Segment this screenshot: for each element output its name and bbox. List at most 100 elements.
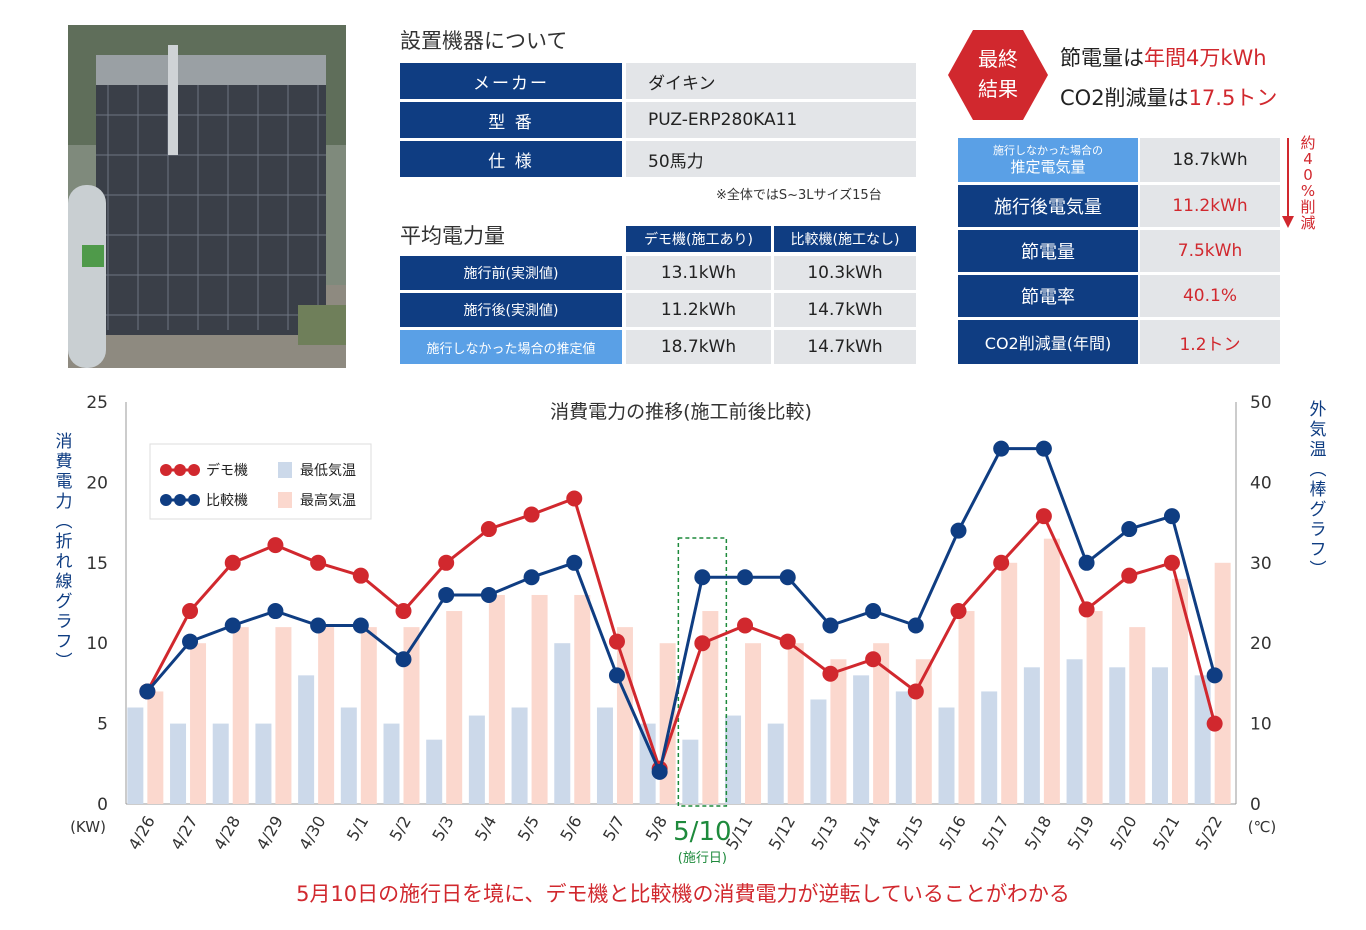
- bar-min-temp: [511, 707, 528, 804]
- badge-line1: 最終: [978, 47, 1018, 71]
- series-point: [1163, 554, 1180, 571]
- bar-max-temp: [1214, 562, 1231, 804]
- series-point: [224, 617, 241, 634]
- bar-min-temp: [981, 691, 998, 804]
- x-tick-label: 5/19: [1064, 813, 1098, 854]
- x-tick-label: 5/14: [850, 813, 884, 854]
- avg-col-header-comp: 比較機(施工なし): [774, 226, 916, 252]
- bar-max-temp: [147, 691, 164, 804]
- y-tick-label: 5: [97, 715, 108, 735]
- highlight-box-frame: [677, 537, 728, 807]
- device-note: ※全体ではS~3Lサイズ15台: [716, 188, 882, 203]
- legend-label: 最低気温: [300, 463, 356, 479]
- device-row-label: 型 番: [400, 102, 622, 138]
- x-tick-label: 4/26: [124, 813, 158, 854]
- bar-max-temp: [616, 627, 633, 804]
- series-point: [822, 665, 839, 682]
- series-point: [310, 617, 327, 634]
- series-point: [1035, 508, 1052, 525]
- x-tick-label-highlight: 5/10: [673, 817, 731, 847]
- series-point: [523, 569, 540, 586]
- device-row-value: PUZ-ERP280KA11: [626, 102, 916, 138]
- x-tick-label: 5/15: [893, 813, 927, 854]
- bar-max-temp: [190, 643, 207, 804]
- x-tick-label: 5/7: [599, 813, 628, 845]
- avg-row-before: 施行前(実測値) 13.1kWh 10.3kWh: [400, 256, 916, 290]
- final-line-co2-b: 17.5トン: [1188, 86, 1278, 110]
- final-badge-text: 最終 結果: [948, 44, 1048, 104]
- final-row-estimate: 施行しなかった場合の 推定電気量 18.7kWh: [958, 138, 1280, 182]
- x-tick-sublabel: (施行日): [678, 851, 727, 866]
- legend-bar-swatch: [278, 492, 292, 508]
- legend-dot: [160, 464, 172, 476]
- device-section-title: 設置機器について: [400, 29, 568, 53]
- final-row-value: 18.7kWh: [1140, 138, 1280, 182]
- y-tick-label: 25: [86, 393, 108, 413]
- series-point: [737, 617, 754, 634]
- series-point: [1121, 521, 1138, 538]
- series-point: [310, 554, 327, 571]
- bar-min-temp: [554, 643, 571, 804]
- x-tick-label: 5/17: [978, 813, 1012, 854]
- y2-tick-label: 40: [1250, 473, 1272, 493]
- bar-max-temp: [830, 659, 847, 804]
- bar-min-temp: [810, 699, 827, 804]
- bar-min-temp: [895, 691, 912, 804]
- bar-max-temp: [232, 627, 249, 804]
- x-tick-label: 5/21: [1149, 813, 1183, 854]
- final-row-saving: 節電量 7.5kWh: [958, 230, 1280, 272]
- legend-dot: [174, 464, 186, 476]
- final-row-label: 節電量: [958, 230, 1138, 272]
- series-point: [822, 617, 839, 634]
- y2-tick-label: 30: [1250, 554, 1272, 574]
- bar-min-temp: [255, 723, 272, 804]
- avg-row-after: 施行後(実測値) 11.2kWh 14.7kWh: [400, 293, 916, 327]
- legend-label: 比較機: [206, 493, 248, 509]
- final-line-co2: CO2削減量は17.5トン: [1060, 82, 1277, 112]
- series-point: [438, 586, 455, 603]
- series-point: [1121, 567, 1138, 584]
- bar-min-temp: [1066, 659, 1083, 804]
- final-row-value: 7.5kWh: [1140, 230, 1280, 272]
- series-point: [779, 569, 796, 586]
- bar-min-temp: [298, 675, 315, 804]
- bar-max-temp: [403, 627, 420, 804]
- y-tick-label: 15: [86, 554, 108, 574]
- series-point: [1206, 667, 1223, 684]
- x-tick-label: 5/3: [428, 813, 457, 845]
- x-tick-label: 5/6: [556, 813, 585, 845]
- final-row-label: 施行しなかった場合の 推定電気量: [958, 138, 1138, 182]
- bar-min-temp: [596, 707, 613, 804]
- bar-min-temp: [127, 707, 144, 804]
- x-tick-label: 5/8: [642, 813, 671, 845]
- y2-unit-label: (℃): [1248, 818, 1277, 836]
- series-point: [779, 633, 796, 650]
- legend-dot: [188, 494, 200, 506]
- bar-max-temp: [958, 611, 975, 804]
- bar-min-temp: [1151, 667, 1168, 804]
- x-tick-label: 5/5: [514, 813, 543, 845]
- device-row-label: メーカー: [400, 63, 622, 99]
- y2-tick-label: 50: [1250, 393, 1272, 413]
- bar-max-temp: [873, 643, 890, 804]
- device-row-maker: メーカー ダイキン: [400, 63, 916, 99]
- y2-tick-label: 0: [1250, 795, 1261, 815]
- bar-max-temp: [1171, 578, 1188, 804]
- avg-row-label: 施行後(実測値): [400, 293, 622, 327]
- device-row-spec: 仕 様 50馬力: [400, 141, 916, 177]
- final-row-after: 施行後電気量 11.2kWh: [958, 185, 1280, 227]
- bar-min-temp: [340, 707, 357, 804]
- avg-demo-value: 11.2kWh: [626, 293, 771, 327]
- bar-min-temp: [212, 723, 229, 804]
- series-point: [395, 651, 412, 668]
- legend-label: デモ機: [206, 462, 248, 479]
- series-point: [1206, 715, 1223, 732]
- final-row-label: 節電率: [958, 275, 1138, 317]
- final-row-value: 1.2トン: [1140, 320, 1280, 364]
- y-tick-label: 20: [86, 473, 108, 493]
- final-row-label: 施行後電気量: [958, 185, 1138, 227]
- bar-min-temp: [767, 723, 784, 804]
- chart-caption: 5月10日の施行日を境に、デモ機と比較機の消費電力が逆転していることがわかる: [296, 882, 1070, 906]
- legend-label: 最高気温: [300, 492, 356, 509]
